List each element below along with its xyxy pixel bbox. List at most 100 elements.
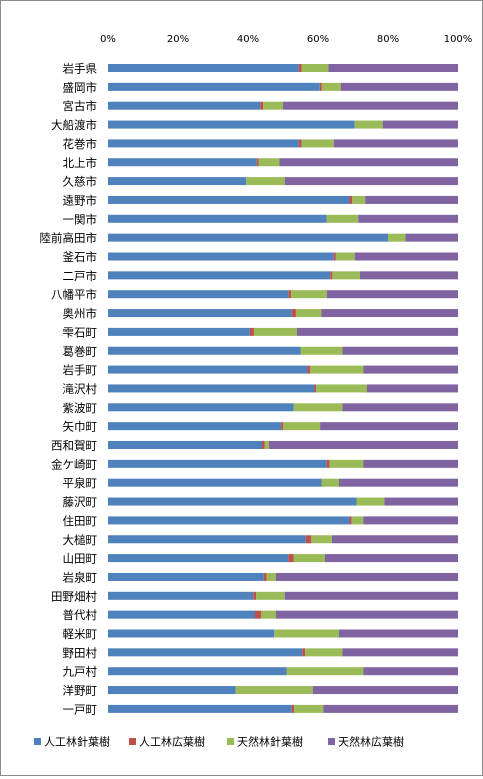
bar-segment-series-1: [108, 101, 261, 110]
bar-segment-series-1: [108, 459, 327, 468]
bar-segment-series-4: [358, 214, 458, 223]
bar-segment-series-4: [279, 158, 458, 167]
category-label: 岩手町: [63, 363, 98, 377]
bar-segment-series-3: [352, 195, 366, 204]
legend-swatch: [227, 738, 234, 745]
category-label: 岩手県: [63, 62, 98, 76]
bar-segment-series-4: [328, 64, 458, 72]
category-label: 一関市: [63, 212, 98, 226]
bar-segment-series-4: [384, 497, 458, 506]
bar-segment-series-4: [339, 629, 458, 638]
bar-segment-series-4: [367, 384, 458, 393]
category-label: 岩泉町: [63, 570, 98, 584]
legend-label: 人工林針葉樹: [44, 735, 110, 749]
bar-segment-series-4: [342, 346, 458, 355]
category-label: 八幡平市: [51, 288, 97, 302]
category-label: 雫石町: [63, 325, 98, 339]
bar-segment-series-1: [108, 704, 292, 713]
bar-segment-series-3: [261, 610, 276, 619]
category-label: 野田村: [63, 646, 98, 660]
bars-layer: [108, 64, 458, 713]
bar-segment-series-3: [301, 64, 329, 72]
bar-segment-series-2: [291, 309, 296, 318]
bar-segment-series-4: [325, 554, 458, 563]
bar-segment-series-4: [323, 704, 458, 713]
bar-segment-series-4: [363, 516, 458, 525]
bar-segment-series-2: [262, 441, 265, 449]
bar-segment-series-1: [108, 572, 264, 581]
bar-segment-series-2: [330, 271, 333, 280]
bar-segment-series-4: [354, 252, 458, 261]
bar-segment-series-3: [310, 365, 364, 374]
bar-segment-series-3: [295, 309, 322, 318]
legend-swatch: [129, 738, 136, 745]
bar-segment-series-3: [332, 271, 360, 280]
category-label: 平泉町: [63, 476, 98, 490]
bar-segment-series-1: [108, 120, 355, 129]
bar-segment-series-1: [108, 158, 257, 167]
category-label: 一戸町: [63, 702, 98, 716]
category-label: 山田町: [63, 552, 98, 566]
bar-segment-series-1: [108, 610, 255, 619]
category-label: 九戸村: [63, 665, 98, 679]
bar-segment-series-3: [258, 158, 280, 167]
category-label: 洋野町: [63, 684, 98, 698]
bar-segment-series-3: [329, 459, 364, 468]
x-tick-label: 80%: [377, 34, 399, 45]
bar-segment-series-4: [342, 403, 458, 412]
category-label: 陸前高田市: [40, 231, 98, 245]
category-label: 西和賀町: [51, 439, 97, 453]
bar-segment-series-3: [235, 686, 313, 695]
bar-segment-series-3: [293, 403, 343, 412]
bar-segment-series-4: [276, 610, 458, 619]
bar-segment-series-2: [281, 422, 284, 431]
bar-segment-series-1: [108, 384, 315, 393]
bar-segment-series-3: [301, 139, 334, 148]
bar-segment-series-2: [291, 704, 295, 713]
bar-segment-series-4: [284, 177, 458, 186]
category-label: 滝沢村: [63, 382, 98, 396]
bar-segment-series-1: [108, 365, 308, 374]
bar-segment-series-2: [319, 82, 322, 91]
bar-segment-series-1: [108, 554, 289, 563]
bar-segment-series-4: [339, 478, 458, 487]
x-axis-ticks: 0% 20% 40% 60% 80% 100%: [100, 34, 472, 45]
bar-segment-series-4: [382, 120, 458, 129]
bar-segment-series-2: [256, 158, 259, 167]
legend: 人工林針葉樹 人工林広葉樹 天然林針葉樹 天然林広葉樹: [34, 735, 404, 749]
bar-segment-series-3: [351, 516, 364, 525]
category-label: 北上市: [63, 156, 98, 170]
bar-segment-series-4: [297, 327, 458, 336]
bar-segment-series-3: [294, 704, 324, 713]
bar-segment-series-1: [108, 686, 236, 695]
bar-segment-series-2: [263, 572, 267, 581]
bar-segment-series-2: [307, 365, 311, 374]
bar-segment-series-2: [249, 327, 254, 336]
bar-segment-series-1: [108, 177, 247, 186]
x-tick-label: 40%: [237, 34, 259, 45]
bar-segment-series-1: [108, 497, 357, 506]
x-tick-label: 20%: [167, 34, 189, 45]
bar-segment-series-3: [326, 214, 359, 223]
bar-segment-series-1: [108, 667, 287, 676]
bar-segment-series-1: [108, 591, 254, 600]
category-label: 軽米町: [63, 627, 98, 641]
bar-segment-series-4: [276, 572, 458, 581]
bar-segment-series-2: [305, 535, 311, 544]
bar-segment-series-3: [266, 572, 276, 581]
bar-segment-series-3: [291, 290, 327, 299]
bar-segment-series-4: [363, 365, 458, 374]
category-label: 盛岡市: [63, 80, 98, 94]
bar-segment-series-2: [298, 64, 302, 72]
bar-segment-series-4: [342, 648, 458, 657]
bar-segment-series-1: [108, 648, 303, 657]
bar-segment-series-3: [388, 233, 406, 242]
legend-swatch: [328, 738, 335, 745]
bar-segment-series-1: [108, 629, 275, 638]
bar-segment-series-4: [365, 195, 458, 204]
bar-segment-series-4: [363, 459, 458, 468]
category-label: 葛巻町: [63, 344, 98, 358]
bar-segment-series-1: [108, 290, 289, 299]
category-label: 紫波町: [63, 401, 98, 415]
